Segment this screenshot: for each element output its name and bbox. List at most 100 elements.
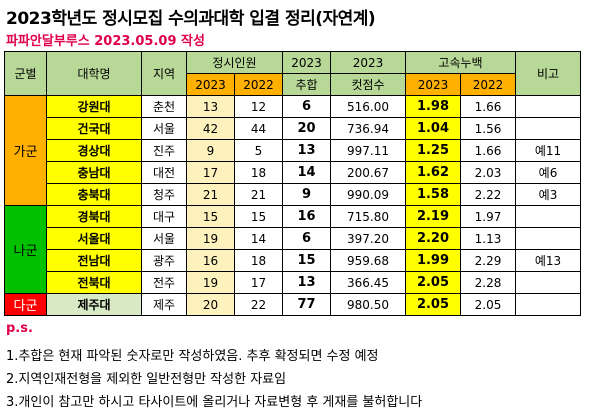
note-line-2: 2.지역인재전형을 제외한 일반전형만 작성한 자료임 [6,372,287,387]
university-name: 제주대 [46,293,142,316]
cut-score: 736.94 [330,117,406,140]
rank-2023: 1.62 [405,161,461,184]
region-name: 서울 [141,117,187,140]
table-row: 건국대 서울 42 44 20 736.94 1.04 1.56 [5,117,581,140]
extra-count: 20 [282,117,331,140]
cut-score: 516.00 [330,95,406,118]
table-row: 경상대 진주 9 5 13 997.11 1.25 1.66 예11 [5,139,581,162]
cut-score: 990.09 [330,183,406,206]
quota-2023: 13 [186,95,235,118]
table-row: 나군 경북대 대구 15 15 16 715.80 2.19 1.97 [4,205,581,294]
cut-score: 200.67 [330,161,406,184]
extra-count: 14 [282,161,331,184]
cut-score: 980.50 [330,293,406,316]
header-cut: 컷점수 [330,73,406,96]
university-name: 충북대 [46,183,142,206]
region-name: 대전 [141,161,187,184]
university-name: 충남대 [46,161,142,184]
region-name: 광주 [141,249,187,272]
rank-2022: 2.28 [460,271,516,294]
university-name: 경상대 [46,139,142,162]
rank-2022: 1.66 [460,139,516,162]
extra-count: 77 [282,293,331,316]
university-name: 서울대 [46,227,142,250]
rank-2022: 2.05 [460,293,516,316]
quota-2022: 22 [234,293,283,316]
university-name: 건국대 [46,117,142,140]
admission-results-table: 군별 대학명 지역 정시인원 2023 2023 고속누백 비고 2023 20… [4,51,581,316]
extra-count: 9 [282,183,331,206]
rank-2022: 1.66 [460,95,516,118]
quota-2022: 14 [234,227,283,250]
row-note: 예3 [515,183,581,206]
university-name: 강원대 [46,95,142,118]
region-name: 춘천 [141,95,187,118]
region-name: 대구 [141,205,187,228]
cut-score: 715.80 [330,205,406,228]
page-subtitle: 파파안달부루스 2023.05.09 작성 [6,34,205,49]
quota-2022: 44 [234,117,283,140]
extra-count: 13 [282,139,331,162]
rank-2023: 2.20 [405,227,461,250]
extra-count: 13 [282,271,331,294]
table-row: 충북대 청주 21 21 9 990.09 1.58 2.22 예3 [5,183,581,206]
header-region: 지역 [141,51,187,96]
quota-2023: 19 [186,271,235,294]
rank-2023: 1.04 [405,117,461,140]
rank-2023: 1.58 [405,183,461,206]
table-row: 서울대 서울 19 14 6 397.20 2.20 1.13 [5,227,581,250]
group-label: 가군 [4,95,47,206]
rank-2022: 2.22 [460,183,516,206]
table-row: 전남대 광주 16 18 15 959.68 1.99 2.29 예13 [5,249,581,272]
note-line-1: 1.추합은 현재 파악된 숫자로만 작성하였음. 추후 확정되면 수정 예정 [6,349,379,364]
header-group: 군별 [4,51,47,96]
header-rank-2023: 2023 [405,73,461,96]
table-row: 다군 제주대 제주 20 22 77 980.50 2.05 2.05 [4,293,581,316]
cut-score: 959.68 [330,249,406,272]
row-note [515,293,581,316]
extra-count: 16 [282,205,331,228]
extra-count: 6 [282,95,331,118]
quota-2023: 16 [186,249,235,272]
rank-2022: 1.56 [460,117,516,140]
row-note [515,95,581,118]
quota-2022: 18 [234,161,283,184]
rank-2022: 2.03 [460,161,516,184]
row-note [515,117,581,140]
quota-2023: 15 [186,205,235,228]
row-note [515,271,581,294]
region-name: 제주 [141,293,187,316]
quota-2023: 19 [186,227,235,250]
rank-2022: 1.13 [460,227,516,250]
rank-2023: 2.19 [405,205,461,228]
group-label: 나군 [4,205,47,294]
ps-label: p.s. [6,321,33,336]
row-note: 예13 [515,249,581,272]
region-name: 서울 [141,227,187,250]
university-name: 전북대 [46,271,142,294]
quota-2022: 12 [234,95,283,118]
rank-2023: 2.05 [405,293,461,316]
rank-2022: 1.97 [460,205,516,228]
page-title: 2023학년도 정시모집 수의과대학 입결 정리(자연계) [6,9,376,29]
quota-2023: 9 [186,139,235,162]
group-label: 다군 [4,293,47,316]
header-rank: 고속누백 [405,51,516,74]
rank-2022: 2.29 [460,249,516,272]
table-row: 전북대 전주 19 17 13 366.45 2.05 2.28 [5,271,581,294]
row-note [515,205,581,228]
region-name: 청주 [141,183,187,206]
cut-score: 366.45 [330,271,406,294]
note-line-3: 3.개인이 참고만 하시고 타사이트에 올리거나 자료변형 후 게재를 불허합니… [6,395,423,410]
table-row: 충남대 대전 17 18 14 200.67 1.62 2.03 예6 [5,161,581,184]
header-extra-year: 2023 [282,51,331,74]
quota-2022: 15 [234,205,283,228]
quota-2023: 17 [186,161,235,184]
header-rank-2022: 2022 [460,73,516,96]
region-name: 전주 [141,271,187,294]
header-quota-2022: 2022 [234,73,283,96]
region-name: 진주 [141,139,187,162]
header-quota-2023: 2023 [186,73,235,96]
university-name: 전남대 [46,249,142,272]
header-cut-year: 2023 [330,51,406,74]
